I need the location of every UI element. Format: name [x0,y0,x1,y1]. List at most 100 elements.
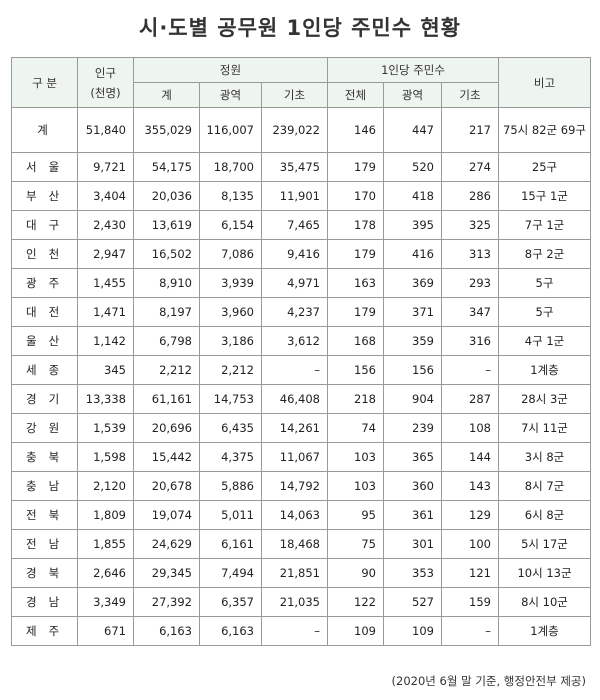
header-per-person-metro: 광역 [383,82,442,108]
header-quota-basic: 기초 [261,82,328,108]
table-row: 제주 671 6,163 6,163–109 109–1계층 [11,616,591,646]
quota-total-cell: 54,175 [133,152,200,182]
quota-total-cell: 6,163 [133,616,200,646]
per-person-basic-cell: 325 [441,210,499,240]
table-row-total: 계 51,840 355,029 116,007 239,022 146 447… [11,107,591,153]
quota-total-cell: 24,629 [133,529,200,559]
header-per-person-all: 전체 [327,82,384,108]
per-person-all-cell: 156 [327,355,384,385]
page-title: 시·도별 공무원 1인당 주민수 현황 [139,16,461,40]
note-cell: 7구 1군 [498,210,591,240]
per-person-basic-cell: 347 [441,297,499,327]
note-cell: 1계층 [498,616,591,646]
quota-metro-cell: 6,163 [199,616,262,646]
note-cell: 75시 82군 69구 [498,107,591,153]
table-row: 부산 3,404 20,036 8,135 11,901 170 418 286 15구 1군 [11,181,591,211]
quota-metro-cell: 8,135 [199,181,262,211]
per-person-basic-cell: 316 [441,326,499,356]
quota-total-cell: 355,029 [133,107,200,153]
note-cell: 8시 7군 [498,471,591,501]
quota-basic-cell: 4,237 [261,297,328,327]
header-per-person-basic: 기초 [441,82,499,108]
region-cell: 전북 [11,500,78,530]
region-cell: 계 [11,107,78,153]
quota-metro-cell: 14,753 [199,384,262,414]
per-person-metro-cell: 301 [383,529,442,559]
per-person-basic-cell: – [441,616,499,646]
quota-total-cell: 61,161 [133,384,200,414]
quota-metro-cell: 3,186 [199,326,262,356]
per-person-metro-cell: 359 [383,326,442,356]
source-footnote: (2020년 6월 말 기준, 행정안전부 제공) [391,674,586,688]
quota-basic-cell: 21,035 [261,587,328,617]
quota-metro-cell: 18,700 [199,152,262,182]
table-row: 세종 345 2,212 2,212–156 156–1계층 [11,355,591,385]
quota-total-cell: 15,442 [133,442,200,472]
table-row: 대구 2,430 13,619 6,154 7,465 178 395 325 7구 1군 [11,210,591,240]
table-row: 울산 1,142 6,798 3,186 3,612 168 359 316 4구 1군 [11,326,591,356]
quota-basic-cell: 21,851 [261,558,328,588]
region-cell: 세종 [11,355,78,385]
per-person-basic-cell: 287 [441,384,499,414]
quota-metro-cell: 3,960 [199,297,262,327]
per-person-metro-cell: 904 [383,384,442,414]
per-person-metro-cell: 353 [383,558,442,588]
per-person-basic-cell: 274 [441,152,499,182]
per-person-basic-cell: 100 [441,529,499,559]
quota-metro-cell: 6,161 [199,529,262,559]
quota-metro-cell: 6,154 [199,210,262,240]
header-quota-total: 계 [133,82,200,108]
quota-total-cell: 27,392 [133,587,200,617]
table-row: 서울 9,721 54,175 18,700 35,475 179 520 274 25구 [11,152,591,182]
per-person-basic-cell: 159 [441,587,499,617]
population-cell: 2,646 [77,558,134,588]
population-cell: 3,349 [77,587,134,617]
per-person-all-cell: 74 [327,413,384,443]
per-person-all-cell: 218 [327,384,384,414]
per-person-all-cell: 179 [327,239,384,269]
region-cell: 광주 [11,268,78,298]
per-person-metro-cell: 395 [383,210,442,240]
population-cell: 9,721 [77,152,134,182]
per-person-metro-cell: 361 [383,500,442,530]
note-cell: 8구 2군 [498,239,591,269]
per-person-all-cell: 90 [327,558,384,588]
quota-metro-cell: 5,886 [199,471,262,501]
table-row: 경기 13,338 61,161 14,753 46,408 218 904 287 28시 3… [11,384,591,414]
per-person-basic-cell: 217 [441,107,499,153]
per-person-all-cell: 168 [327,326,384,356]
per-person-all-cell: 103 [327,471,384,501]
per-person-basic-cell: 129 [441,500,499,530]
table-row: 충남 2,120 20,678 5,886 14,792 103 360 143 8시 7군 [11,471,591,501]
per-person-basic-cell: 121 [441,558,499,588]
population-cell: 3,404 [77,181,134,211]
header-population: 인구 (천명) [77,57,134,108]
table-row: 경북 2,646 29,345 7,494 21,851 90 353 121 10시 13군 [11,558,591,588]
header-population-label: 인구 [94,65,117,80]
population-cell: 1,471 [77,297,134,327]
note-cell: 10시 13군 [498,558,591,588]
region-cell: 부산 [11,181,78,211]
quota-basic-cell: 11,067 [261,442,328,472]
per-person-basic-cell: 313 [441,239,499,269]
per-person-basic-cell: 143 [441,471,499,501]
header-quota: 정원 [133,57,328,83]
note-cell: 3시 8군 [498,442,591,472]
per-person-basic-cell: – [441,355,499,385]
quota-basic-cell: 46,408 [261,384,328,414]
quota-metro-cell: 3,939 [199,268,262,298]
population-cell: 1,855 [77,529,134,559]
per-person-metro-cell: 365 [383,442,442,472]
quota-metro-cell: 2,212 [199,355,262,385]
per-person-all-cell: 179 [327,297,384,327]
table-row: 충북 1,598 15,442 4,375 11,067 103 365 144 3시 8군 [11,442,591,472]
note-cell: 5구 [498,297,591,327]
quota-metro-cell: 6,357 [199,587,262,617]
region-cell: 강원 [11,413,78,443]
note-cell: 5시 17군 [498,529,591,559]
region-cell: 서울 [11,152,78,182]
population-cell: 1,539 [77,413,134,443]
quota-basic-cell: 35,475 [261,152,328,182]
header-note: 비고 [498,57,591,108]
per-person-all-cell: 75 [327,529,384,559]
